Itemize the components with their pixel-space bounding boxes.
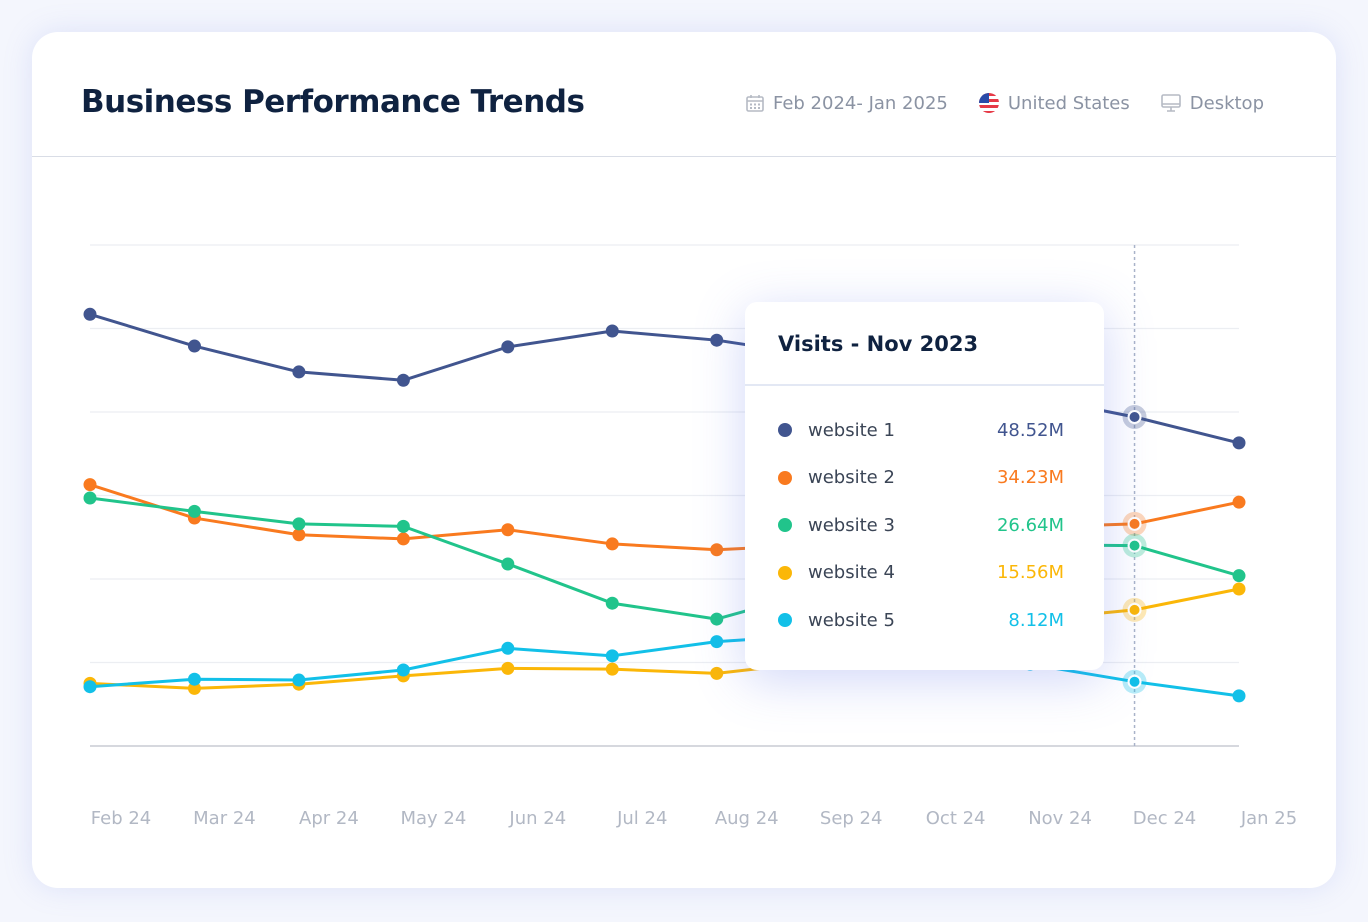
data-point — [187, 672, 201, 686]
data-point — [83, 680, 97, 694]
tooltip-row: website 5 8.12M — [778, 605, 1064, 635]
data-point — [292, 528, 306, 542]
data-point — [501, 557, 515, 571]
tooltip-title: Visits - Nov 2023 — [778, 332, 979, 356]
device-filter[interactable]: Desktop — [1160, 92, 1264, 114]
tooltip-series-value: 15.56M — [996, 562, 1064, 583]
data-point — [396, 532, 410, 546]
date-range-label: Feb 2024- Jan 2025 — [772, 92, 948, 114]
data-point — [292, 365, 306, 379]
page-title: Business Performance Trends — [81, 84, 585, 120]
x-tick-label: Nov 24 — [1028, 808, 1092, 829]
chart-card: Business Performance Trends Feb 2024- Ja… — [32, 32, 1336, 888]
data-point — [710, 635, 724, 649]
data-point — [83, 307, 97, 321]
legend-dot-icon — [778, 613, 792, 627]
tooltip-divider — [745, 384, 1104, 386]
tooltip-series-name: website 5 — [808, 609, 895, 631]
data-point — [605, 596, 619, 610]
data-point — [187, 681, 201, 695]
country-label: United States — [1007, 92, 1130, 114]
data-point — [710, 666, 724, 680]
tooltip-series-name: website 3 — [808, 514, 895, 536]
filter-bar: Feb 2024- Jan 2025 United States Desktop — [745, 92, 1264, 114]
data-point — [187, 504, 201, 518]
legend-dot-icon — [778, 565, 792, 580]
data-point — [710, 333, 724, 347]
data-point — [1232, 689, 1246, 703]
device-label: Desktop — [1189, 92, 1264, 114]
date-range-filter[interactable]: Feb 2024- Jan 2025 — [745, 93, 948, 114]
tooltip-row: website 2 34.23M — [778, 463, 1064, 493]
data-point — [83, 478, 97, 492]
calendar-icon — [746, 95, 764, 112]
tooltip-series-value: 48.52M — [996, 419, 1064, 441]
x-tick-label: Mar 24 — [193, 808, 256, 829]
data-point — [605, 537, 619, 551]
tooltip-row: website 4 15.56M — [778, 558, 1064, 588]
legend-dot-icon — [778, 518, 792, 532]
data-point — [710, 612, 724, 626]
data-point-hovered — [1127, 674, 1142, 689]
data-point — [292, 673, 306, 687]
tooltip-series-name: website 4 — [808, 562, 895, 583]
data-point — [187, 339, 201, 353]
data-point — [605, 324, 619, 338]
data-point — [1232, 569, 1246, 583]
data-point-hovered — [1127, 602, 1142, 617]
data-point — [605, 649, 619, 663]
data-point — [1232, 582, 1246, 596]
data-point — [396, 663, 410, 677]
x-tick-label: Sep 24 — [819, 808, 883, 829]
data-point-hovered — [1127, 410, 1142, 425]
tooltip-row: website 3 26.64M — [778, 510, 1064, 540]
x-tick-label: Dec 24 — [1132, 808, 1197, 829]
x-tick-label: Feb 24 — [90, 808, 152, 829]
x-tick-label: Jul 24 — [617, 808, 668, 829]
x-tick-label: Aug 24 — [714, 808, 779, 829]
data-point-hovered — [1127, 516, 1142, 531]
us-flag-icon — [978, 93, 999, 113]
tooltip-series-value: 8.12M — [1008, 609, 1064, 631]
data-point — [1232, 495, 1246, 509]
legend-dot-icon — [778, 470, 792, 485]
data-point — [501, 340, 515, 354]
header-divider — [32, 156, 1336, 157]
country-filter[interactable]: United States — [978, 92, 1130, 114]
line-chart[interactable] — [32, 32, 1336, 888]
tooltip-series-name: website 2 — [808, 467, 895, 488]
tooltip-row: website 1 48.52M — [778, 415, 1064, 445]
data-point — [396, 373, 410, 387]
tooltip-series-value: 34.23M — [996, 467, 1064, 488]
data-point — [83, 491, 97, 505]
data-point — [501, 641, 515, 655]
chart-tooltip: Visits - Nov 2023 website 1 48.52M website… — [745, 302, 1104, 670]
monitor-icon — [1160, 94, 1181, 112]
data-point — [501, 523, 515, 537]
tooltip-series-name: website 1 — [808, 419, 895, 441]
x-tick-label: Jun 24 — [509, 808, 567, 829]
data-point-hovered — [1127, 538, 1142, 553]
legend-dot-icon — [778, 423, 792, 437]
data-point — [1232, 436, 1246, 450]
x-tick-label: May 24 — [400, 808, 467, 829]
x-tick-label: Apr 24 — [299, 808, 359, 829]
data-point — [605, 662, 619, 676]
data-point — [396, 519, 410, 533]
data-point — [292, 517, 306, 531]
data-point — [501, 661, 515, 675]
x-tick-label: Jan 25 — [1240, 808, 1298, 829]
x-tick-label: Oct 24 — [925, 808, 986, 829]
data-point — [710, 543, 724, 557]
tooltip-series-value: 26.64M — [996, 514, 1064, 536]
